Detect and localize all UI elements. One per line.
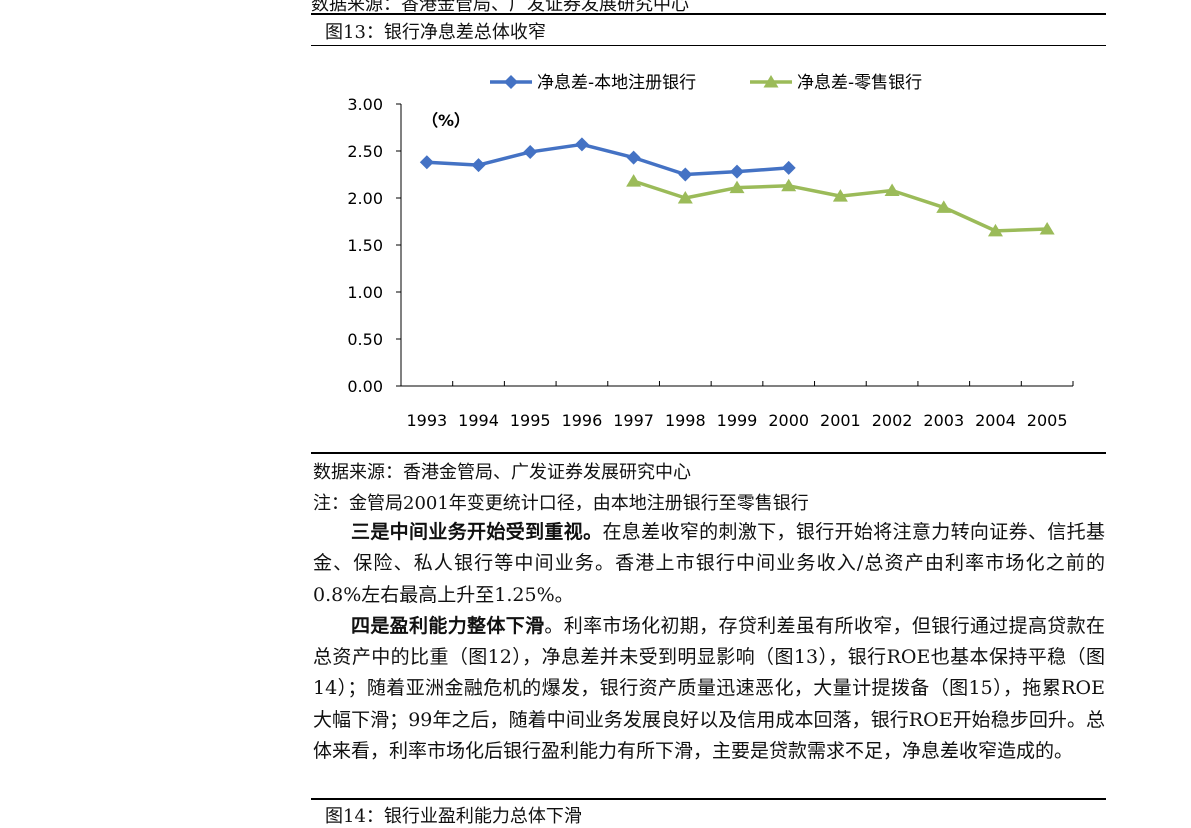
previous-figure-source: 数据来源：香港金管局、广发证券发展研究中心: [311, 0, 689, 15]
figure-source: 数据来源：香港金管局、广发证券发展研究中心: [313, 462, 691, 483]
x-tick-label: 1993: [406, 411, 447, 430]
x-tick-label: 2000: [768, 411, 809, 430]
series-1: [419, 137, 796, 182]
data-point-diamond: [730, 164, 744, 179]
series-line: [633, 179, 1048, 233]
data-point-triangle: [626, 174, 642, 187]
y-tick-label: 2.00: [347, 189, 383, 208]
paragraph-4-text: 。利率市场化初期，存贷利差虽有所收窄，但银行通过提高贷款在总资产中的比重（图12…: [313, 614, 1105, 763]
paragraph-3: 三是中间业务开始受到重视。在息差收窄的刺激下，银行开始将注意力转向证券、信托基金…: [313, 517, 1105, 611]
legend-label: 净息差-零售银行: [797, 73, 922, 93]
chart-legend: 净息差-本地注册银行 净息差-零售银行: [490, 73, 922, 93]
series-2: [626, 174, 1055, 237]
y-tick-label: 2.50: [347, 142, 383, 161]
figure-title: 图13：银行净息差总体收窄: [325, 22, 546, 43]
x-tick-label: 1996: [562, 411, 603, 430]
x-tick-label: 2002: [872, 411, 913, 430]
next-figure-rule: [311, 798, 1106, 800]
x-tick-label: 2004: [975, 411, 1016, 430]
figure-top-rule: [311, 13, 1106, 15]
y-tick-label: 0.00: [347, 377, 383, 396]
data-point-triangle: [987, 223, 1003, 237]
body-text: 三是中间业务开始受到重视。在息差收窄的刺激下，银行开始将注意力转向证券、信托基金…: [313, 517, 1105, 767]
paragraph-3-heading: 三是中间业务开始受到重视。: [351, 521, 603, 543]
x-tick-label: 1994: [458, 411, 499, 430]
data-point-triangle: [729, 180, 745, 194]
x-tick-label: 2003: [923, 411, 964, 430]
data-point-triangle: [763, 75, 779, 88]
chart-series: [419, 137, 1055, 237]
chart-axes: 0.00 0.50 1.00 1.50 2.00 2.50 3.00 1993 1994 1995…: [347, 95, 1074, 430]
data-point-triangle: [884, 183, 900, 196]
figure-bottom-rule: [311, 452, 1106, 454]
y-unit-label: （%）: [422, 111, 470, 130]
series-line: [426, 142, 789, 177]
x-tick-label: 2001: [820, 411, 861, 430]
paragraph-4: 四是盈利能力整体下滑。利率市场化初期，存贷利差虽有所收窄，但银行通过提高贷款在总…: [313, 611, 1105, 767]
data-point-diamond: [574, 137, 589, 152]
data-point-triangle: [1039, 222, 1055, 235]
figure-title-rule: [311, 45, 1106, 46]
data-point-triangle: [781, 178, 797, 192]
paragraph-4-heading: 四是盈利能力整体下滑: [351, 614, 545, 637]
data-point-triangle: [677, 191, 693, 204]
y-tick-label: 3.00: [347, 95, 383, 114]
data-point-diamond: [678, 167, 693, 182]
x-tick-label: 1995: [510, 411, 551, 430]
figure-note: 注：金管局2001年变更统计口径，由本地注册银行至零售银行: [313, 493, 809, 514]
y-tick-label: 1.50: [347, 236, 383, 255]
x-tick-label: 1998: [665, 411, 706, 430]
data-point-diamond: [626, 150, 641, 165]
data-point-diamond: [419, 155, 434, 170]
data-point-diamond: [781, 160, 796, 175]
legend-label: 净息差-本地注册银行: [537, 73, 696, 93]
data-point-diamond: [504, 75, 518, 89]
data-point-triangle: [936, 200, 952, 213]
next-figure-title: 图14：银行业盈利能力总体下滑: [325, 806, 582, 827]
data-point-diamond: [471, 158, 486, 173]
line-chart: 净息差-本地注册银行 净息差-零售银行 0.00 0.50 1.00 1.50 2.00 2…: [347, 73, 1074, 430]
paragraph-3-text: 在息差收窄的刺激下，银行开始将注意力转向证券、信托基金、保险、私人银行等中间业务…: [313, 521, 1105, 606]
x-tick-label: 2005: [1027, 411, 1068, 430]
x-tick-label: 1997: [613, 411, 654, 430]
y-tick-label: 0.50: [347, 330, 383, 349]
data-point-diamond: [523, 144, 538, 159]
y-tick-label: 1.00: [347, 283, 383, 302]
data-point-triangle: [832, 189, 848, 202]
x-tick-label: 1999: [717, 411, 758, 430]
